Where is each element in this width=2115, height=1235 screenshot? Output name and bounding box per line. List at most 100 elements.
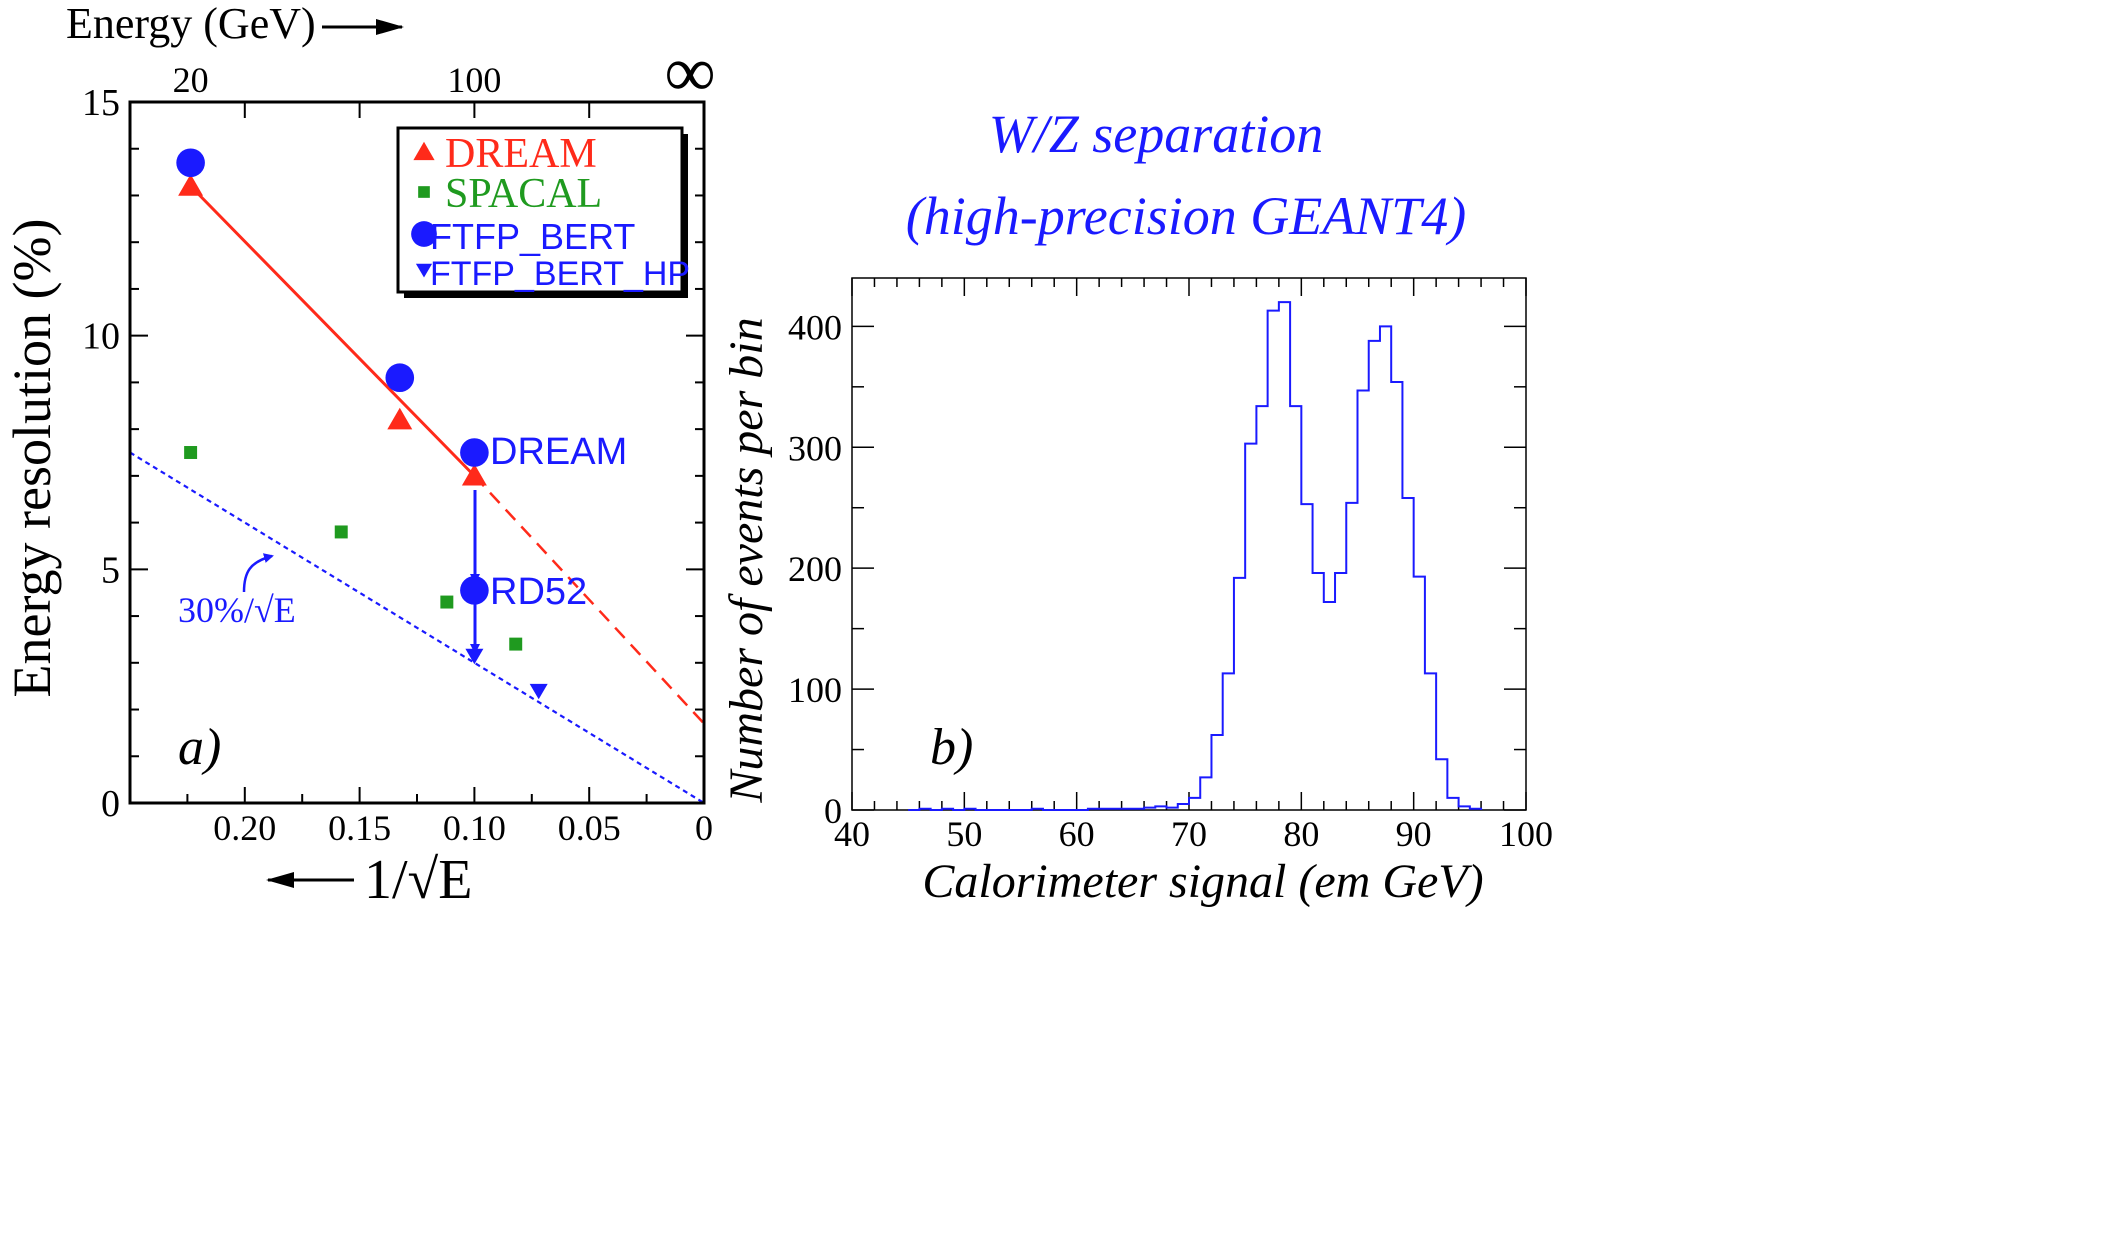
marker-dream xyxy=(387,407,413,430)
panel-a-line-fit-dashed xyxy=(473,475,705,725)
x-tick-label: 0 xyxy=(695,808,713,848)
marker-spacal xyxy=(509,637,523,651)
histogram-bin xyxy=(919,809,930,810)
legend-marker-spacal xyxy=(418,186,430,198)
panel-a-top-axis-label: Energy (GeV) xyxy=(66,0,316,48)
panel-b-histogram xyxy=(908,301,1483,811)
histogram-bin xyxy=(1346,503,1357,810)
x-tick-label: 40 xyxy=(834,814,870,854)
panel-a-fit-lines xyxy=(129,185,705,804)
y-tick-label: 0 xyxy=(824,791,842,831)
histogram-bin xyxy=(1313,573,1324,810)
marker-dream xyxy=(461,463,487,486)
panel-b-ticks xyxy=(851,278,1527,811)
panel-a-x-tick-labels: 0.20 0.15 0.10 0.05 0 xyxy=(213,808,713,848)
histogram-bin xyxy=(1447,798,1458,810)
y-tick-label: 5 xyxy=(101,549,120,591)
panel-b-y-axis-label: Number of events per bin xyxy=(720,317,773,803)
histogram-bin xyxy=(1234,578,1245,810)
histogram-bin xyxy=(1032,809,1043,810)
annotation-dream: DREAM xyxy=(490,431,627,473)
panel-b-label: b) xyxy=(930,719,973,776)
marker-ftfp-bert xyxy=(385,363,415,393)
panel-a-y-axis-label: Energy resolution (%) xyxy=(2,219,62,698)
histogram-bin xyxy=(1110,809,1121,810)
histogram-bin xyxy=(1178,804,1189,810)
panel-a: 0.20 0.15 0.10 0.05 0 0 5 10 15 20 100 ∞ Energy (… xyxy=(2,0,716,911)
histogram-bin xyxy=(1099,809,1110,810)
histogram-bin xyxy=(1155,806,1166,810)
panel-a-ticks xyxy=(130,101,705,804)
top-tick-label: 100 xyxy=(447,60,501,100)
histogram-bin xyxy=(1380,326,1391,810)
histogram-bin xyxy=(1189,798,1200,810)
marker-spacal xyxy=(440,595,454,609)
x-tick-label: 60 xyxy=(1059,814,1095,854)
marker-ftfp-bert xyxy=(176,148,205,178)
legend-label: SPACAL xyxy=(445,171,602,217)
y-tick-label: 0 xyxy=(101,783,120,825)
histogram-bin xyxy=(1414,577,1425,810)
marker-spacal xyxy=(334,525,348,539)
top-tick-label: ∞ xyxy=(664,32,715,112)
y-tick-label: 15 xyxy=(82,82,120,124)
histogram-bin xyxy=(1256,406,1267,810)
legend-marker-ftfp-bert xyxy=(411,221,437,247)
x-tick-label: 80 xyxy=(1283,814,1319,854)
histogram-step-line xyxy=(908,301,1483,811)
panel-a-x-axis-label: 1/√E xyxy=(364,849,473,911)
histogram-bin xyxy=(1369,341,1380,810)
x-tick-label: 0.20 xyxy=(213,808,276,848)
y-tick-label: 400 xyxy=(788,307,842,347)
histogram-bin xyxy=(1279,302,1290,810)
x-tick-label: 100 xyxy=(1499,814,1553,854)
legend-label: FTFP_BERT_HP xyxy=(430,255,690,293)
marker-ftfp-bert xyxy=(460,438,489,467)
legend-marker-dream xyxy=(413,141,435,161)
histogram-bin xyxy=(1391,382,1402,810)
y-tick-label: 100 xyxy=(788,670,842,710)
y-tick-label: 10 xyxy=(82,316,120,358)
histogram-bin xyxy=(1459,806,1470,810)
panel-b-title: W/Z separation xyxy=(989,104,1324,164)
annotation-30-percent-pointer xyxy=(242,553,274,593)
histogram-bin xyxy=(1324,602,1335,810)
marker-ftfp-bert xyxy=(460,576,489,605)
marker-spacal xyxy=(184,446,198,459)
histogram-bin xyxy=(1088,809,1099,810)
histogram-bin xyxy=(1245,444,1256,810)
histogram-bin xyxy=(1358,390,1369,810)
legend-box xyxy=(396,126,684,294)
histogram-bin xyxy=(1122,809,1133,810)
histogram-bin xyxy=(1133,809,1144,810)
panel-a-label: a) xyxy=(178,719,221,776)
panel-b-subtitle: (high-precision GEANT4) xyxy=(906,186,1466,246)
panel-b-y-tick-labels: 0 100 200 300 400 xyxy=(788,307,842,831)
x-tick-label: 50 xyxy=(946,814,982,854)
histogram-bin xyxy=(1402,498,1413,810)
panel-a-markers xyxy=(176,148,548,700)
panel-a-top-tick-labels: 20 100 ∞ xyxy=(173,32,716,112)
y-tick-label: 300 xyxy=(788,428,842,468)
panel-b-x-tick-labels: 40 50 60 70 80 90 100 xyxy=(834,814,1553,854)
histogram-bin xyxy=(1200,777,1211,810)
histogram-bin xyxy=(1436,759,1447,810)
panel-a-line-reference-dotted xyxy=(129,451,705,804)
histogram-bin xyxy=(1335,573,1346,810)
panel-b: W/Z separation (high-precision GEANT4) 4… xyxy=(720,104,1553,908)
histogram-bin xyxy=(1211,735,1222,810)
annotation-30-percent: 30%/√E xyxy=(178,590,296,630)
legend-label: FTFP_BERT xyxy=(430,216,635,257)
histogram-bin xyxy=(1290,406,1301,810)
histogram-bin xyxy=(1470,809,1481,810)
y-tick-label: 200 xyxy=(788,549,842,589)
x-tick-label: 0.10 xyxy=(443,808,506,848)
legend-label: DREAM xyxy=(445,131,597,177)
histogram-bin xyxy=(942,809,953,810)
x-tick-label: 90 xyxy=(1396,814,1432,854)
x-tick-label: 70 xyxy=(1171,814,1207,854)
histogram-bin xyxy=(1268,311,1279,810)
